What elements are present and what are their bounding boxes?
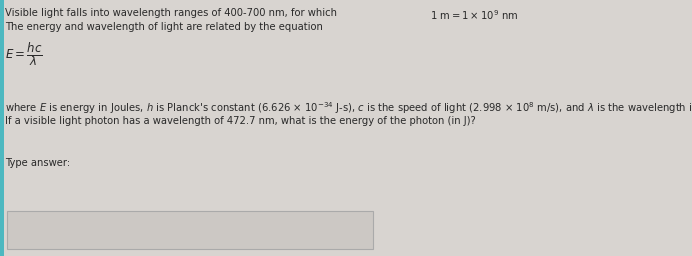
Text: The energy and wavelength of light are related by the equation: The energy and wavelength of light are r…	[5, 22, 323, 32]
Text: $E = \dfrac{hc}{\lambda}$: $E = \dfrac{hc}{\lambda}$	[5, 42, 43, 68]
Text: Type answer:: Type answer:	[5, 158, 70, 168]
Text: where $E$ is energy in Joules, $h$ is Planck's constant (6.626 $\times$ 10$^{-34: where $E$ is energy in Joules, $h$ is Pl…	[5, 100, 692, 116]
Text: Visible light falls into wavelength ranges of 400-700 nm, for which: Visible light falls into wavelength rang…	[5, 8, 340, 18]
Text: $1\ \mathrm{m} = 1 \times 10^9\ \mathrm{nm}$: $1\ \mathrm{m} = 1 \times 10^9\ \mathrm{…	[430, 8, 518, 22]
FancyBboxPatch shape	[0, 0, 4, 256]
Text: If a visible light photon has a wavelength of 472.7 nm, what is the energy of th: If a visible light photon has a waveleng…	[5, 116, 476, 126]
FancyBboxPatch shape	[6, 211, 374, 249]
